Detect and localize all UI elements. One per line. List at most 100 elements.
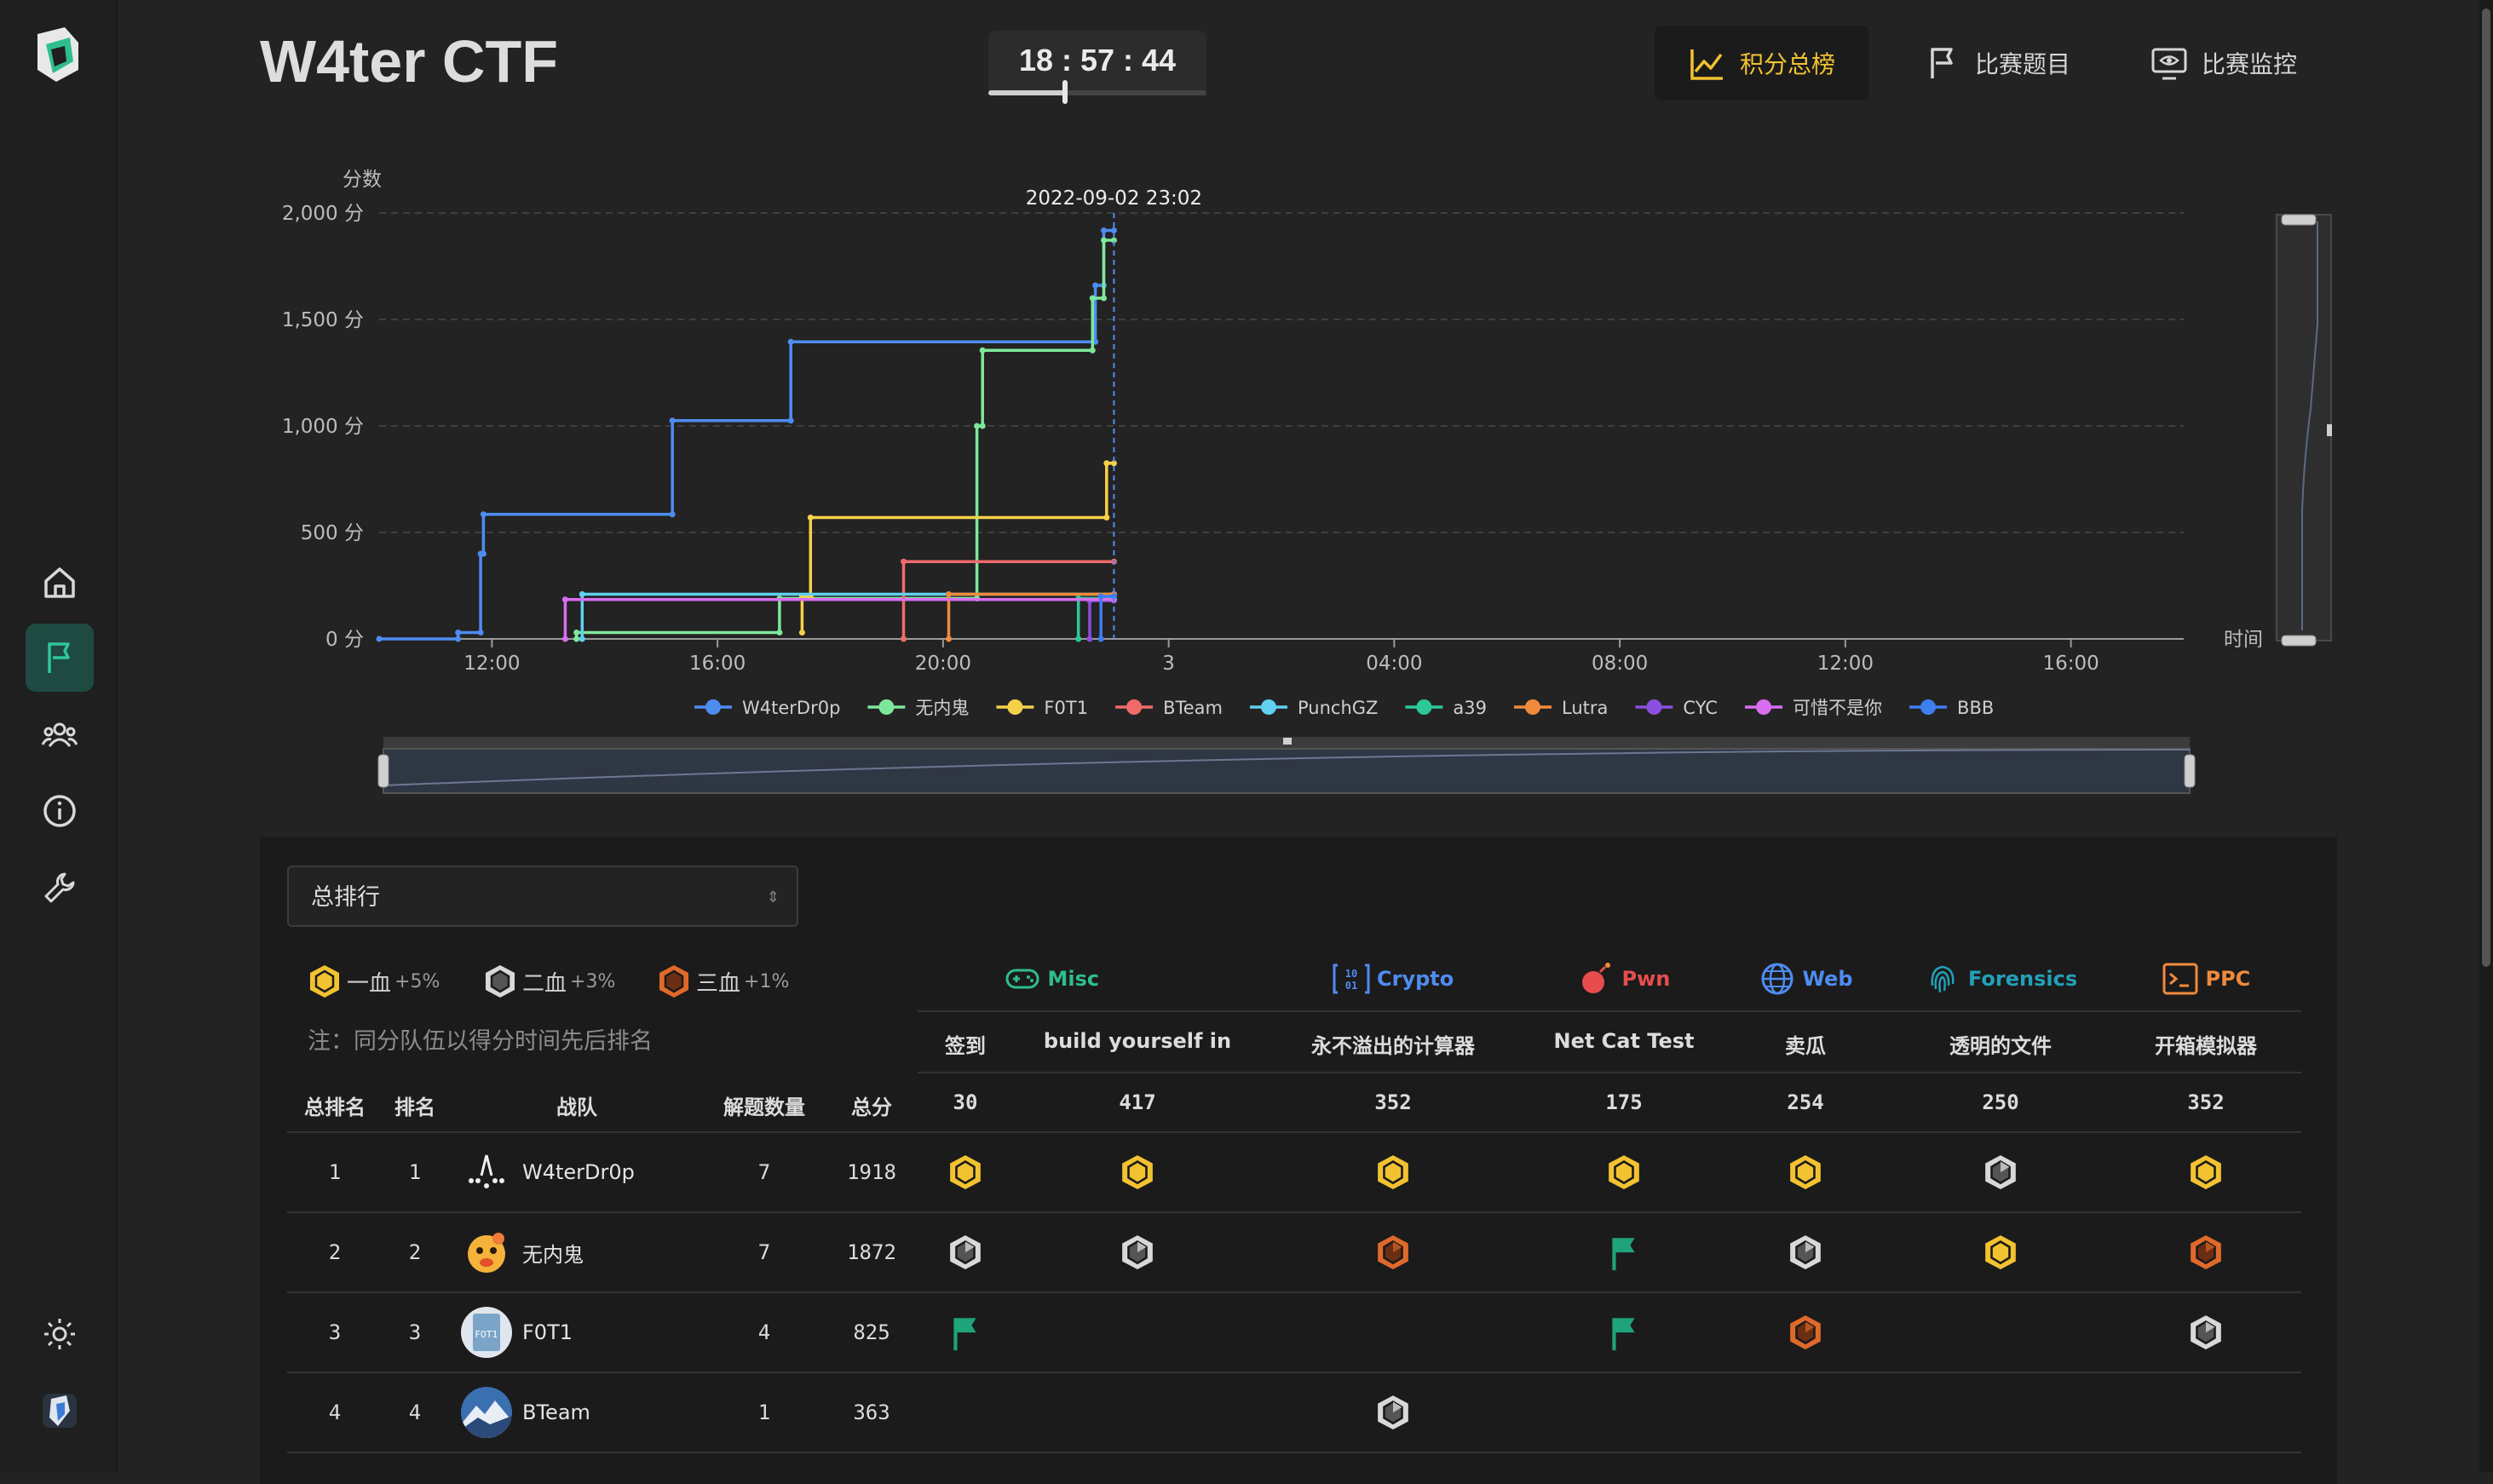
series-point <box>1075 636 1082 642</box>
series-point <box>1101 237 1108 244</box>
cell-rank: 1 <box>408 1160 422 1184</box>
series-point <box>901 558 907 565</box>
y-datazoom-shadow <box>2301 221 2318 630</box>
nav-challenges[interactable]: 比赛题目 <box>1890 26 2104 101</box>
bronze-medal-icon <box>1375 1233 1411 1272</box>
challenge-name[interactable]: 签到 <box>945 1034 986 1058</box>
user-avatar-icon[interactable] <box>26 1377 94 1445</box>
series-point <box>979 423 986 429</box>
silver-medal-icon <box>486 965 515 998</box>
challenge-name[interactable]: Net Cat Test <box>1553 1029 1695 1053</box>
series-point <box>1110 460 1117 467</box>
column-header: 总分 <box>851 1096 892 1119</box>
series-point <box>1110 593 1117 600</box>
series-point <box>480 511 487 518</box>
challenge-name[interactable]: 永不溢出的计算器 <box>1311 1034 1475 1058</box>
team-avatar: F0T1 <box>461 1307 512 1358</box>
category-misc: Misc <box>1004 960 1100 998</box>
legend-item-label: 可惜不是你 <box>1793 698 1882 718</box>
legend-item-label: Lutra <box>1562 698 1608 718</box>
legend-third-blood-bonus: +1% <box>744 970 790 992</box>
team-avatar <box>461 1227 512 1278</box>
solved-flag-icon <box>1606 1233 1642 1272</box>
division-select[interactable]: 总排行 ⇕ <box>287 866 798 927</box>
category-label: Forensics <box>1968 967 2078 991</box>
app-logo-icon[interactable] <box>31 26 85 85</box>
page-title: W4ter CTF <box>260 28 558 95</box>
cell-score: 825 <box>853 1320 890 1344</box>
cell-rank: 4 <box>408 1401 422 1424</box>
legend-swatch-dot <box>878 699 895 715</box>
y-tick-label: 500 分 <box>301 522 364 544</box>
gold-medal-icon <box>1375 1153 1411 1192</box>
series-point <box>945 636 952 642</box>
category-label: Web <box>1802 967 1853 991</box>
row-divider <box>287 1291 2301 1293</box>
series-point <box>480 550 487 557</box>
x-tick-label: 12:00 <box>463 653 520 675</box>
timer-progress-fill <box>988 90 1065 95</box>
cell-overall: 4 <box>328 1401 342 1424</box>
team-cell[interactable]: F0T1 F0T1 <box>461 1307 573 1358</box>
challenge-name[interactable]: 开箱模拟器 <box>2155 1034 2257 1058</box>
team-cell[interactable]: W4terDr0p <box>461 1147 635 1198</box>
cell-solved: 1 <box>757 1401 771 1424</box>
ranking-note: 注：同分队伍以得分时间先后排名 <box>308 1028 653 1055</box>
series-point <box>669 511 676 518</box>
flag-outline-icon <box>1931 48 1953 78</box>
column-header: 解题数量 <box>723 1096 805 1119</box>
challenge-score: 352 <box>1374 1090 1412 1114</box>
series-point <box>573 636 580 642</box>
column-header: 战队 <box>556 1096 597 1119</box>
series-line-2 <box>800 462 1114 633</box>
legend-swatch-dot <box>705 699 721 715</box>
legend-second-blood: 二血 +3% <box>483 963 615 1000</box>
team-cell[interactable]: BTeam <box>461 1387 590 1438</box>
info-icon[interactable] <box>26 777 94 845</box>
category-ppc: PPC <box>2162 960 2250 998</box>
home-icon[interactable] <box>26 549 94 617</box>
nav-monitor[interactable]: 比赛监控 <box>2116 26 2331 101</box>
chart-line-icon <box>1690 49 1723 80</box>
series-point <box>1110 237 1117 244</box>
row-divider <box>287 1372 2301 1373</box>
cell-score: 363 <box>853 1401 890 1424</box>
y-tick-label: 0 分 <box>325 629 364 651</box>
teams-icon[interactable] <box>26 700 94 768</box>
challenge-name[interactable]: 卖瓜 <box>1785 1034 1826 1058</box>
team-name: F0T1 <box>522 1320 573 1344</box>
countdown-timer: 18 : 57 : 44 <box>988 31 1206 104</box>
y-datazoom-grip <box>2327 424 2332 436</box>
series-line-0 <box>379 228 1114 641</box>
flag-icon[interactable] <box>26 624 94 692</box>
series-point <box>1103 460 1110 467</box>
silver-medal-icon <box>1120 1233 1155 1272</box>
x-datazoom-shadow <box>383 749 2191 786</box>
team-avatar <box>461 1147 512 1198</box>
team-cell[interactable]: 无内鬼 <box>461 1227 584 1278</box>
legend-item-label: 无内鬼 <box>915 698 969 718</box>
category-label: Crypto <box>1377 967 1454 991</box>
y-axis-label: 分数 <box>343 169 382 191</box>
legend-swatch-dot <box>1920 699 1937 715</box>
series-point <box>1092 282 1099 289</box>
nav-scoreboard[interactable]: 积分总榜 <box>1655 26 1870 101</box>
challenge-name[interactable]: build yourself in <box>1043 1029 1232 1053</box>
series-point <box>579 591 585 597</box>
series-point <box>561 636 568 642</box>
y-datazoom-track <box>2276 214 2332 641</box>
select-arrow-icon: ⇕ <box>766 889 780 906</box>
theme-icon[interactable] <box>26 1300 94 1368</box>
category-label: Misc <box>1047 967 1100 991</box>
wrench-icon[interactable] <box>26 854 94 922</box>
terminal-icon <box>2162 963 2197 995</box>
x-datazoom-handle-left <box>377 754 389 788</box>
y-tick-label: 1,000 分 <box>282 416 364 438</box>
challenge-name[interactable]: 透明的文件 <box>1949 1034 2052 1058</box>
page-scrollbar-thumb[interactable] <box>2482 9 2490 967</box>
category-pwn: Pwn <box>1578 960 1670 998</box>
series-point <box>1097 593 1104 600</box>
cell-overall: 2 <box>328 1240 342 1264</box>
